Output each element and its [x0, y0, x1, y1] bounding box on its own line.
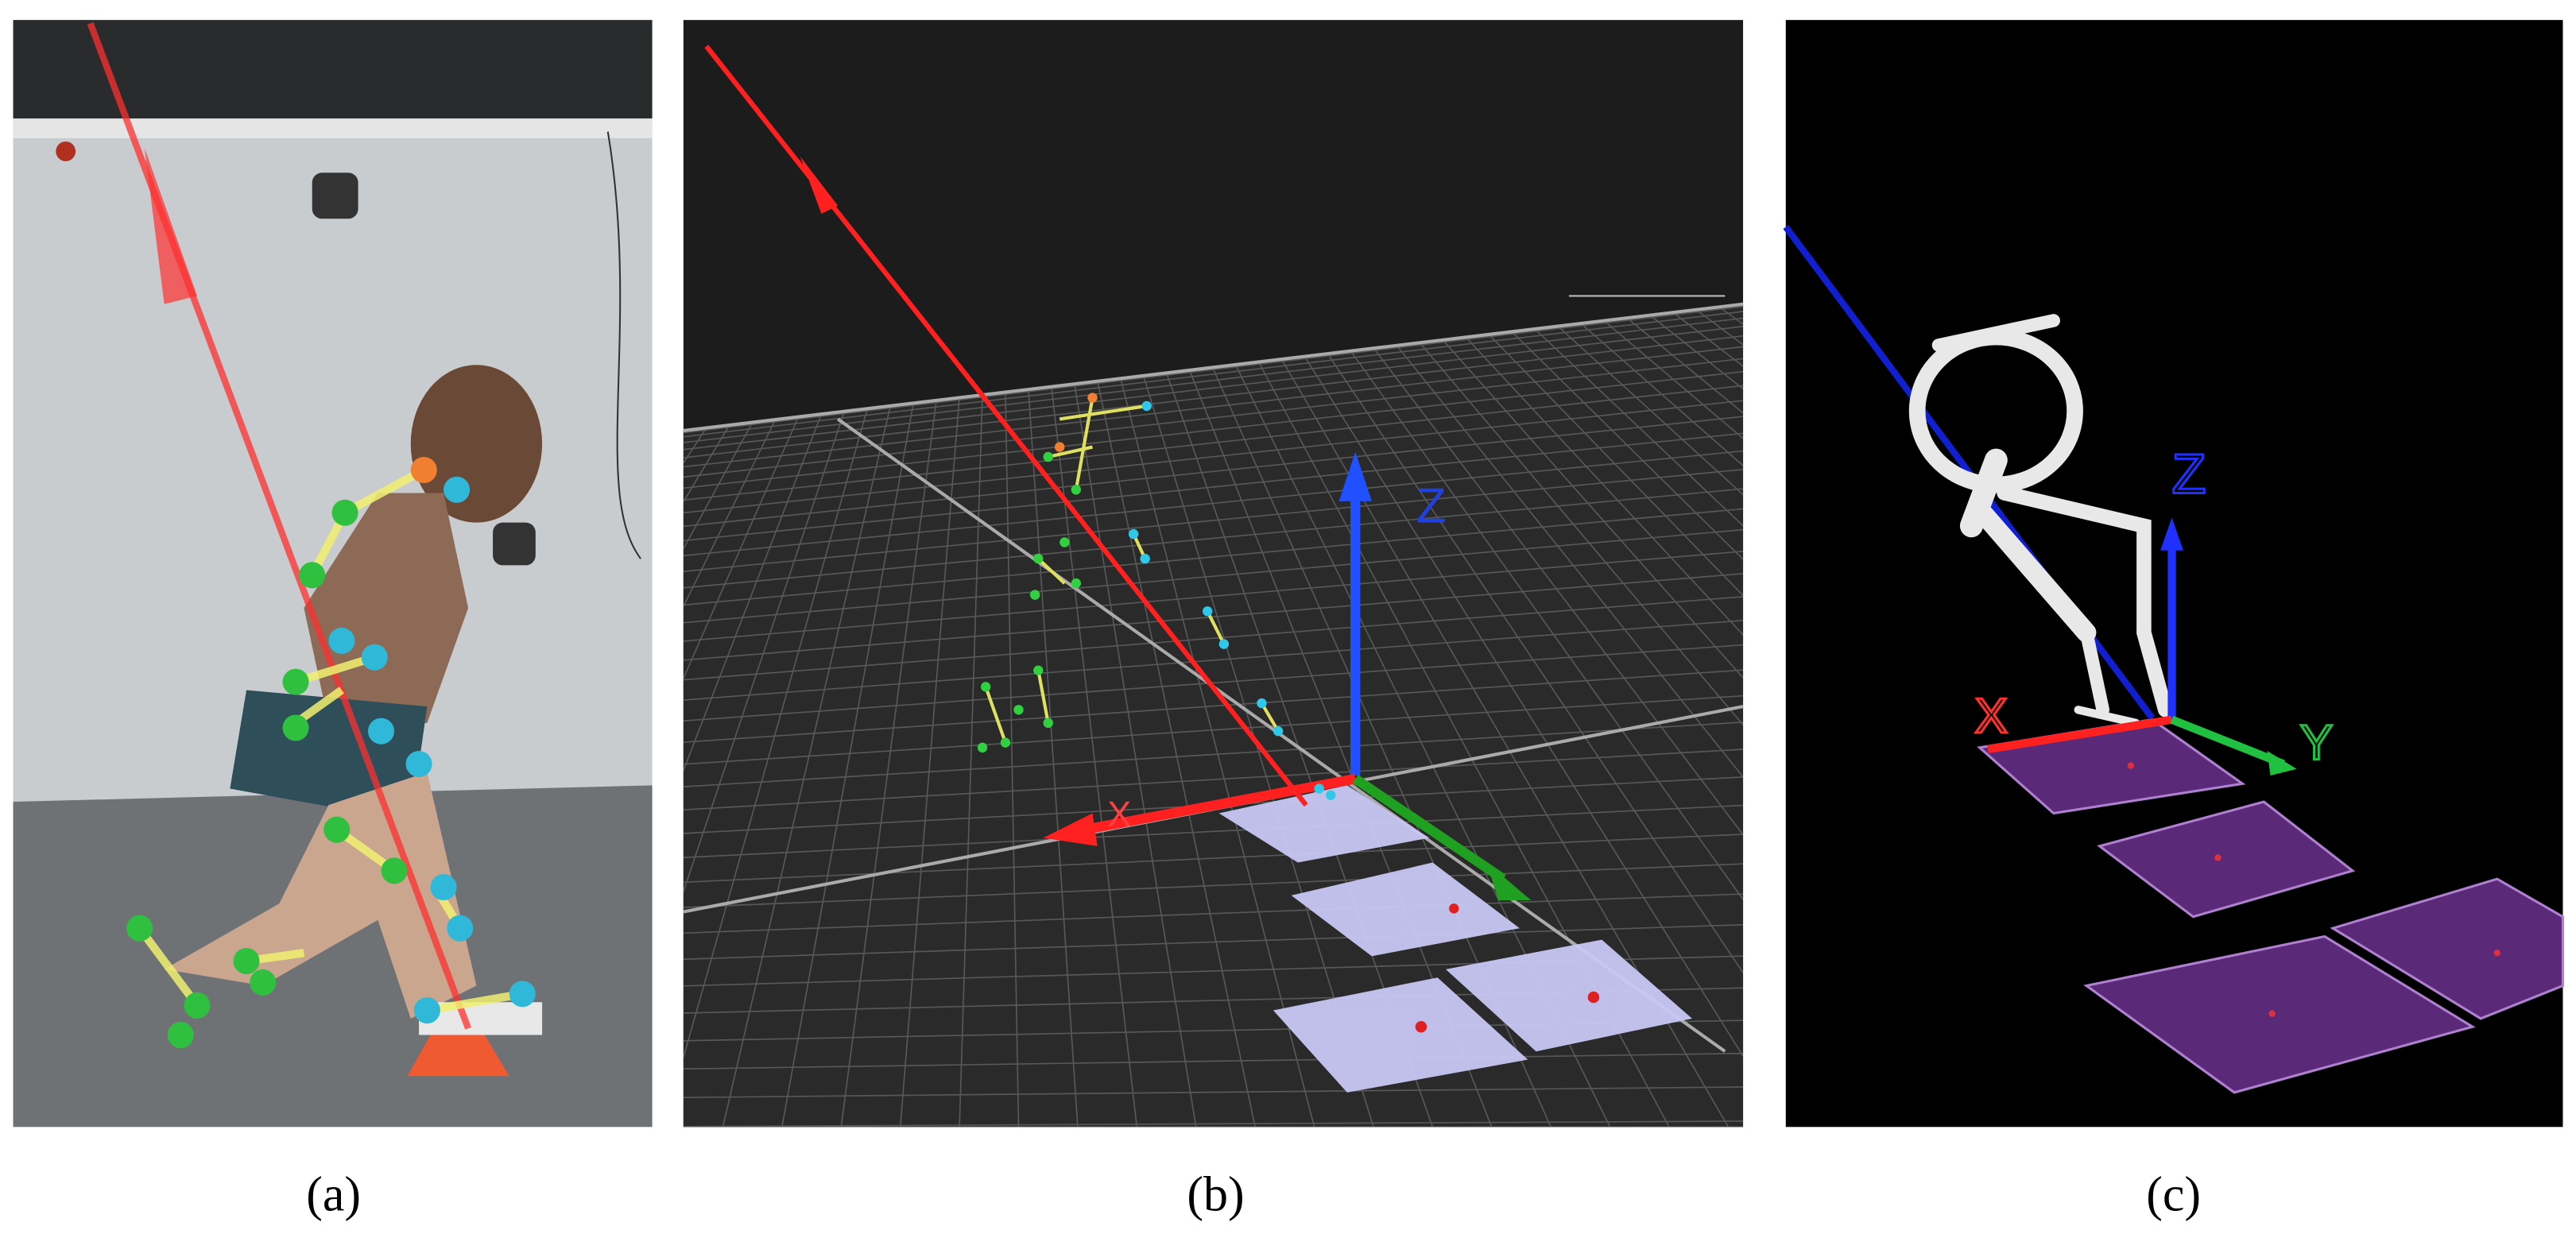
grid-decoration — [1579, 322, 1744, 1128]
grid-decoration — [683, 416, 1744, 528]
grid-decoration — [683, 416, 800, 1128]
grid-decoration — [683, 508, 1744, 606]
panel-c: Z X Y — [1783, 20, 2565, 1128]
grid-decoration — [683, 694, 1744, 765]
grid-decoration — [683, 573, 1744, 661]
axis-label: Y — [2300, 715, 2333, 770]
grid-decoration — [1119, 377, 1315, 1128]
grid-decoration — [683, 550, 1744, 642]
grid-decoration — [683, 1120, 1744, 1128]
caption: (b) — [1187, 1168, 1244, 1222]
grid-decoration — [1556, 325, 1744, 1128]
axis-label: X — [1107, 794, 1131, 834]
grid-decoration — [683, 669, 1744, 743]
grid-decoration — [683, 804, 1744, 859]
grid-decoration — [683, 358, 1744, 478]
grid-decoration — [683, 346, 1744, 468]
grid-decoration — [683, 335, 1744, 458]
grid-decoration — [683, 528, 1744, 624]
grid-decoration — [1465, 336, 1744, 1128]
grid-decoration — [683, 408, 869, 1128]
grid-decoration — [683, 863, 1744, 908]
grid-decoration — [959, 394, 983, 1128]
grid-decoration — [1073, 383, 1197, 1128]
grid-decoration — [683, 620, 1744, 701]
grid-decoration — [683, 749, 1744, 810]
grid-decoration — [683, 432, 1744, 542]
grid-decoration — [683, 1052, 1744, 1070]
grid-decoration — [683, 422, 753, 1128]
grid-decoration — [1396, 344, 1744, 1128]
grid-decoration — [1005, 392, 1020, 1128]
grid-decoration — [1350, 350, 1744, 1128]
grid-decoration — [683, 1086, 1744, 1099]
caption: (a) — [306, 1168, 361, 1222]
grid-decoration — [1096, 381, 1256, 1128]
grid-decoration — [683, 413, 823, 1128]
grid-decoration — [683, 923, 1744, 961]
grid-decoration — [683, 721, 1744, 787]
grid-decoration — [683, 596, 1744, 681]
axis-label: Z — [2172, 442, 2206, 505]
panel-a — [13, 20, 653, 1128]
grid-decoration — [683, 488, 1744, 589]
grid-decoration — [1051, 386, 1138, 1128]
grid-decoration — [899, 397, 960, 1128]
grid-decoration — [722, 405, 892, 1128]
grid-decoration — [1028, 389, 1079, 1128]
grid-decoration — [840, 400, 937, 1128]
grid-decoration — [683, 834, 1744, 884]
grid-decoration — [1488, 333, 1744, 1128]
grid-decoration — [683, 893, 1744, 934]
grid-decoration — [1533, 327, 1744, 1128]
grid-decoration — [1419, 342, 1744, 1128]
axis-label: X — [1974, 689, 2007, 744]
grid-decoration — [683, 311, 1744, 438]
grid-decoration — [1442, 338, 1744, 1128]
grid-decoration — [683, 385, 1744, 501]
caption: (c) — [2146, 1168, 2201, 1222]
grid-decoration — [781, 403, 915, 1128]
grid-decoration — [1373, 347, 1744, 1128]
axis-label: Z — [1416, 479, 1447, 534]
grid-decoration — [683, 400, 1744, 514]
grid-decoration — [683, 411, 846, 1128]
grid-decoration — [683, 644, 1744, 722]
grid-decoration — [1327, 353, 1744, 1128]
grid-decoration — [683, 419, 777, 1128]
grid-decoration — [683, 317, 1744, 443]
grid-decoration — [683, 325, 1744, 451]
grid-decoration — [683, 469, 1744, 572]
grid-decoration — [1303, 355, 1744, 1128]
grid-decoration — [1511, 331, 1744, 1128]
panel-b: Z X — [683, 20, 1744, 1128]
